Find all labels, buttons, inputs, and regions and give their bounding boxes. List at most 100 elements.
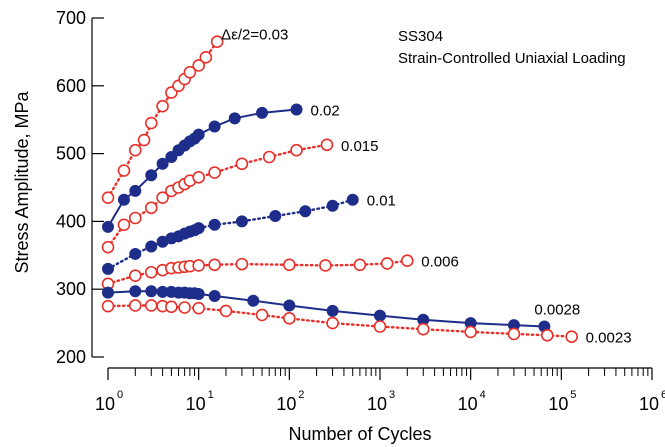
axes <box>91 17 653 380</box>
data-point <box>128 269 142 282</box>
data-point <box>228 112 241 125</box>
x-tick-label: 10 <box>186 394 206 414</box>
data-point <box>219 304 233 318</box>
data-point <box>101 191 115 204</box>
data-point <box>255 308 269 322</box>
data-point <box>290 143 303 157</box>
data-point <box>102 262 114 275</box>
data-point <box>145 240 158 253</box>
series-layer <box>101 35 578 343</box>
data-point <box>235 157 249 171</box>
data-point <box>507 327 521 341</box>
data-point <box>129 184 142 197</box>
data-point <box>208 218 221 231</box>
data-point <box>290 103 303 116</box>
x-tick-exponent: 6 <box>661 389 665 401</box>
data-point <box>210 35 224 49</box>
data-point <box>102 220 114 233</box>
data-point <box>346 193 359 206</box>
y-tick-label: 300 <box>56 279 86 299</box>
data-point <box>256 106 269 119</box>
data-point <box>165 300 178 314</box>
data-point <box>192 301 205 315</box>
data-point <box>144 201 158 215</box>
series-line <box>106 304 573 338</box>
data-point <box>235 257 249 271</box>
x-tick-exponent: 1 <box>208 389 214 401</box>
series-2 <box>101 138 334 254</box>
data-point <box>102 286 114 299</box>
x-tick-label: 10 <box>639 394 659 414</box>
x-axis-title: Number of Cycles <box>288 424 431 444</box>
data-point <box>208 120 221 133</box>
data-point <box>128 211 142 225</box>
data-point <box>156 191 169 204</box>
series-line <box>106 143 329 249</box>
x-tick-label: 10 <box>367 394 387 414</box>
x-tick-exponent: 3 <box>389 389 395 401</box>
data-point <box>400 254 414 268</box>
data-point <box>178 301 191 314</box>
data-point <box>326 199 339 212</box>
series-label: 0.02 <box>311 103 340 120</box>
data-point <box>144 116 158 130</box>
data-point <box>565 330 578 343</box>
data-point <box>208 258 221 272</box>
y-tick-label: 200 <box>56 347 86 367</box>
series-label: 0.0028 <box>534 301 580 318</box>
data-point <box>374 309 386 322</box>
series-5 <box>102 285 551 333</box>
data-point <box>326 304 339 317</box>
data-point <box>373 320 387 333</box>
data-point <box>117 164 131 177</box>
data-point <box>192 222 205 235</box>
series-label: 0.0023 <box>586 330 632 347</box>
data-point <box>145 285 158 298</box>
data-point <box>283 258 296 272</box>
data-point <box>117 193 130 206</box>
x-tick-exponent: 5 <box>570 389 576 401</box>
x-tick-label: 10 <box>276 394 296 414</box>
x-tick-label: 10 <box>548 394 568 414</box>
data-point <box>144 265 158 279</box>
data-point <box>208 289 221 302</box>
data-point <box>283 299 296 312</box>
x-tick-label: 10 <box>95 394 115 414</box>
data-point <box>192 59 205 72</box>
y-tick-label: 500 <box>56 144 86 164</box>
y-axis-title: Stress Amplitude, MPa <box>12 90 32 273</box>
annotation-material: SS304 <box>398 28 443 45</box>
series-label: 0.015 <box>341 138 379 155</box>
data-point <box>208 166 221 179</box>
data-point <box>283 312 296 325</box>
data-point <box>235 215 248 228</box>
series-label: 0.01 <box>367 193 396 210</box>
data-point <box>262 150 276 164</box>
data-point <box>144 299 158 312</box>
data-point <box>192 287 205 300</box>
series-3 <box>102 193 359 275</box>
series-line <box>107 108 297 228</box>
data-point <box>269 209 282 222</box>
x-tick-exponent: 4 <box>480 389 486 401</box>
data-point <box>320 138 334 152</box>
data-point <box>137 133 151 147</box>
series-6 <box>101 299 578 343</box>
data-point <box>192 259 205 272</box>
data-point <box>199 51 213 64</box>
data-point <box>353 258 367 272</box>
data-point <box>319 259 332 272</box>
series-label: 0.006 <box>421 254 459 271</box>
y-tick-label: 700 <box>56 8 86 28</box>
data-point <box>192 171 205 184</box>
data-point <box>156 99 169 113</box>
x-tick-label: 10 <box>458 394 478 414</box>
data-point <box>326 316 339 330</box>
data-point <box>183 65 197 79</box>
x-tick-exponent: 2 <box>298 389 304 401</box>
data-point <box>129 247 142 260</box>
y-tick-label: 400 <box>56 211 86 231</box>
series-line <box>106 198 354 271</box>
